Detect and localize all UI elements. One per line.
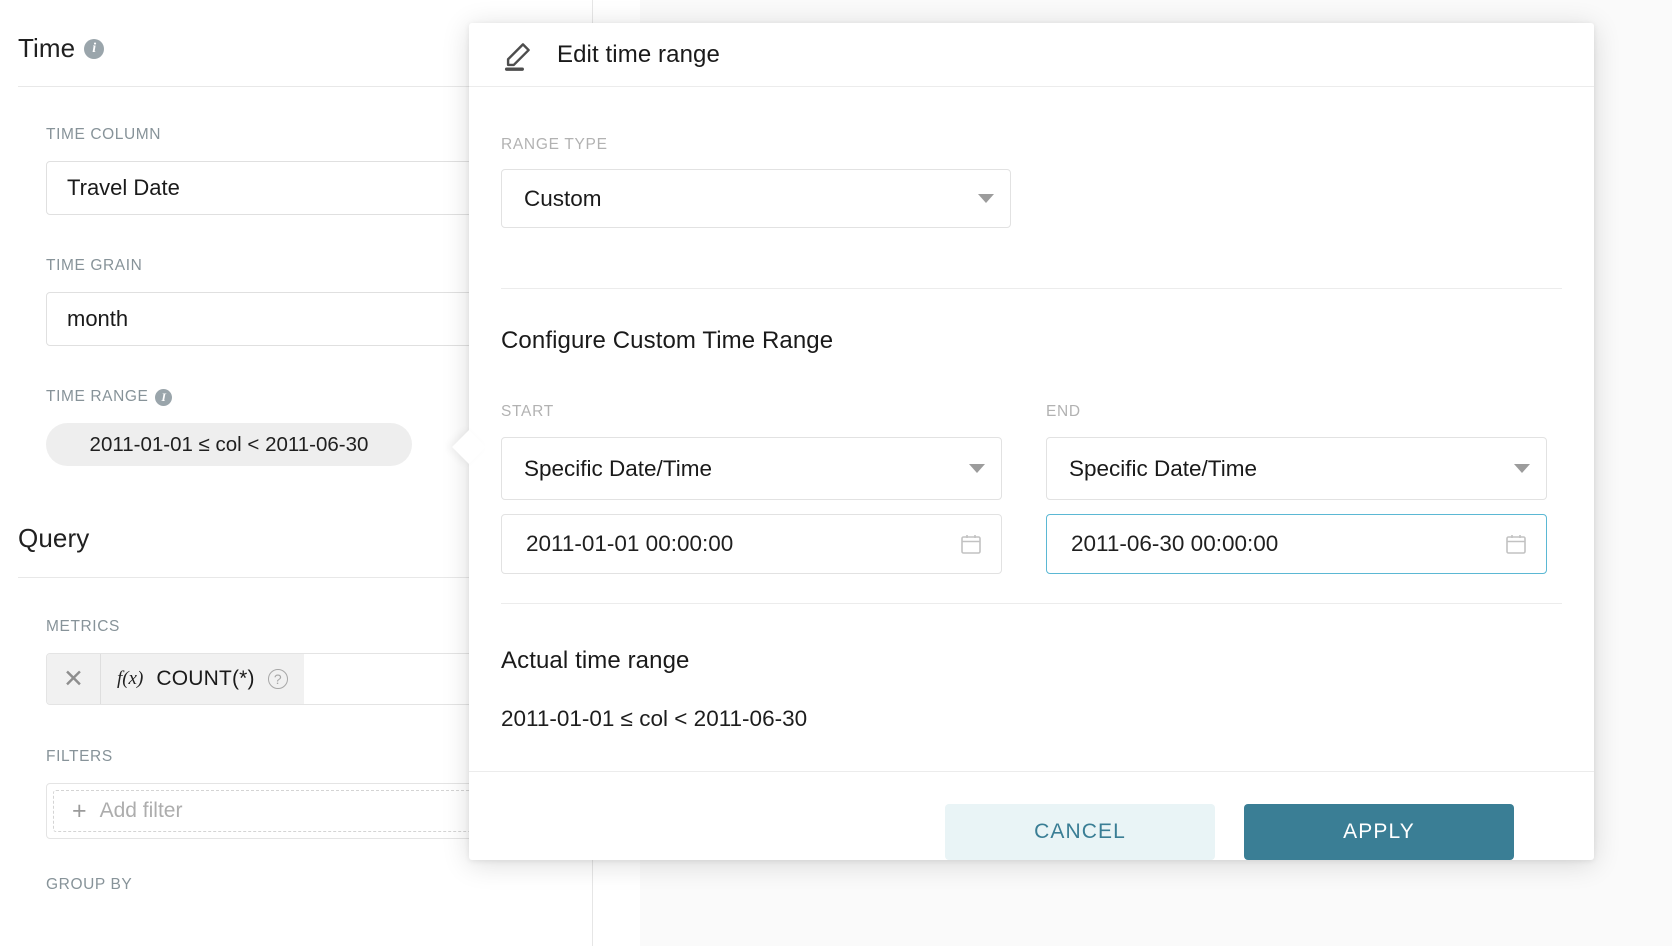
actual-range-value: 2011-01-01 ≤ col < 2011-06-30: [501, 706, 808, 731]
start-mode-select[interactable]: Specific Date/Time: [501, 437, 1002, 500]
apply-button[interactable]: APPLY: [1244, 804, 1514, 860]
time-range-pill[interactable]: 2011-01-01 ≤ col < 2011-06-30: [46, 423, 412, 466]
range-type-value: Custom: [524, 185, 602, 211]
query-section-label: Query: [18, 523, 90, 553]
cancel-button[interactable]: CANCEL: [945, 804, 1215, 860]
time-section-label: Time: [18, 33, 76, 63]
function-icon: f(x): [116, 668, 144, 689]
chevron-down-icon: [978, 194, 994, 203]
time-grain-label: TIME GRAIN: [46, 257, 143, 274]
info-icon[interactable]: i: [84, 38, 105, 59]
end-datetime-value: 2011-06-30 00:00:00: [1071, 531, 1279, 556]
chevron-down-icon: [1514, 464, 1530, 473]
chevron-down-icon: [969, 464, 985, 473]
start-datetime-input[interactable]: 2011-01-01 00:00:00: [501, 514, 1002, 574]
start-datetime-value: 2011-01-01 00:00:00: [526, 531, 734, 556]
group-by-label: GROUP BY: [46, 876, 133, 893]
range-type-select[interactable]: Custom: [501, 169, 1011, 228]
time-grain-value: month: [67, 306, 129, 331]
start-label: START: [501, 403, 554, 420]
metrics-label: METRICS: [46, 618, 120, 635]
modal-title: Edit time range: [557, 40, 720, 68]
time-column-value: Travel Date: [67, 175, 180, 200]
time-range-value: 2011-01-01 ≤ col < 2011-06-30: [89, 432, 369, 456]
end-mode-value: Specific Date/Time: [1069, 455, 1257, 481]
query-section-title: Query: [18, 523, 89, 554]
time-section-divider: [18, 86, 578, 87]
metric-label: COUNT(*): [156, 667, 255, 690]
question-circle-icon[interactable]: ?: [267, 669, 288, 689]
footer-divider: [469, 771, 1594, 772]
end-datetime-input[interactable]: 2011-06-30 00:00:00: [1046, 514, 1547, 574]
edit-time-range-modal: Edit time range RANGE TYPE Custom Config…: [452, 23, 1594, 860]
metric-divider: [99, 654, 101, 704]
range-type-label: RANGE TYPE: [501, 136, 608, 153]
info-icon[interactable]: i: [155, 388, 173, 406]
plus-icon: +: [72, 796, 87, 825]
calendar-icon[interactable]: [959, 532, 983, 556]
time-range-label: TIME RANGE i: [46, 388, 173, 406]
metric-item[interactable]: ✕: [47, 654, 100, 704]
calendar-icon[interactable]: [1504, 532, 1528, 556]
pencil-edit-icon: [501, 38, 535, 72]
time-column-label: TIME COLUMN: [46, 126, 162, 143]
range-type-divider: [501, 288, 1562, 289]
start-mode-value: Specific Date/Time: [524, 455, 712, 481]
configure-heading: Configure Custom Time Range: [501, 327, 834, 354]
query-section-divider: [18, 577, 578, 578]
actual-range-divider: [501, 603, 1562, 604]
time-section-title: Time i: [18, 33, 105, 64]
close-icon[interactable]: ✕: [63, 664, 84, 693]
end-mode-select[interactable]: Specific Date/Time: [1046, 437, 1547, 500]
filters-label: FILTERS: [46, 748, 113, 765]
end-label: END: [1046, 403, 1081, 420]
add-filter-button[interactable]: + Add filter: [53, 790, 559, 832]
add-filter-label: Add filter: [99, 799, 183, 822]
actual-range-heading: Actual time range: [501, 647, 690, 674]
modal-header: Edit time range: [469, 23, 1594, 87]
